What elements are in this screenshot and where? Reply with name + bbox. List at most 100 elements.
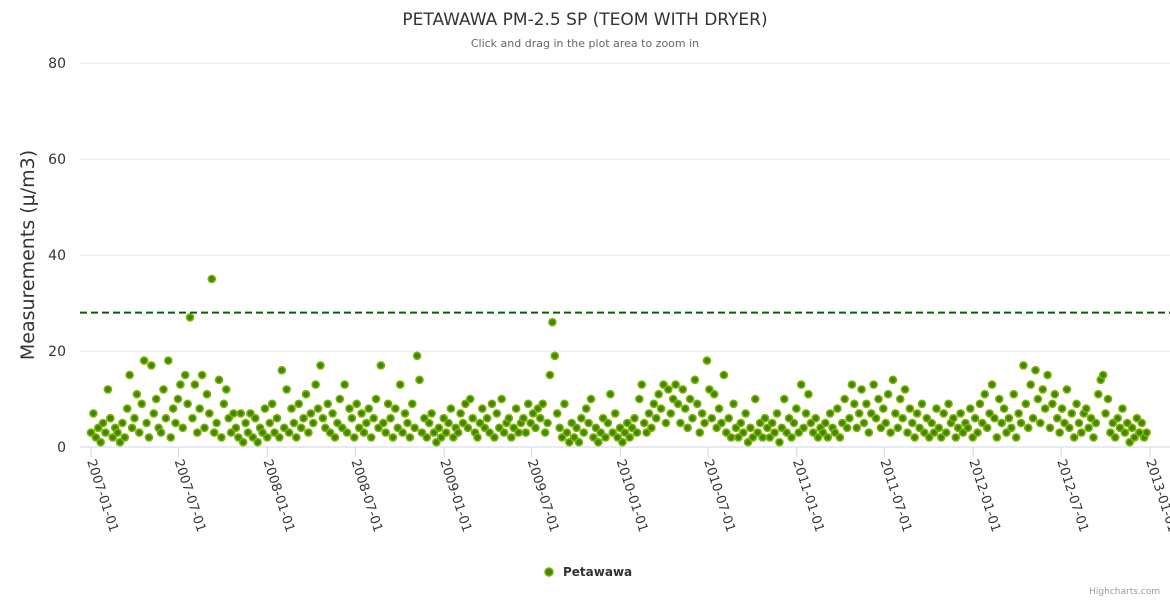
data-point[interactable] <box>234 433 243 442</box>
data-point[interactable] <box>707 413 717 423</box>
data-point[interactable] <box>1043 370 1052 380</box>
data-point[interactable] <box>632 428 642 437</box>
data-point[interactable] <box>1065 423 1074 433</box>
data-point[interactable] <box>620 428 630 437</box>
data-point[interactable] <box>656 404 666 413</box>
data-point[interactable] <box>586 394 596 404</box>
data-point[interactable] <box>618 437 627 447</box>
data-point[interactable] <box>446 404 456 413</box>
data-point[interactable] <box>741 409 750 418</box>
data-point[interactable] <box>1062 385 1072 394</box>
data-point[interactable] <box>362 418 371 428</box>
data-point[interactable] <box>1118 404 1127 413</box>
data-point[interactable] <box>494 423 504 433</box>
data-point[interactable] <box>258 428 267 437</box>
data-point[interactable] <box>125 370 134 380</box>
data-point[interactable] <box>808 428 818 437</box>
data-point[interactable] <box>956 409 965 418</box>
data-point[interactable] <box>118 418 127 428</box>
data-point[interactable] <box>139 356 149 365</box>
data-point[interactable] <box>188 413 197 423</box>
data-point[interactable] <box>1127 423 1137 433</box>
data-point[interactable] <box>900 385 910 394</box>
data-point[interactable] <box>130 413 139 423</box>
data-point[interactable] <box>557 433 567 442</box>
data-point[interactable] <box>651 413 661 423</box>
data-point[interactable] <box>794 428 804 437</box>
data-point[interactable] <box>96 437 105 447</box>
data-point[interactable] <box>973 428 982 437</box>
data-point[interactable] <box>1038 385 1048 394</box>
data-point[interactable] <box>606 389 615 399</box>
data-point[interactable] <box>847 380 857 389</box>
data-point[interactable] <box>833 404 842 413</box>
data-point[interactable] <box>1007 423 1016 433</box>
data-point[interactable] <box>306 409 316 418</box>
data-point[interactable] <box>944 399 953 409</box>
data-point[interactable] <box>712 423 721 433</box>
data-point[interactable] <box>871 413 881 423</box>
data-point[interactable] <box>927 418 936 428</box>
data-point[interactable] <box>787 433 796 442</box>
data-point[interactable] <box>949 413 958 423</box>
data-point[interactable] <box>574 437 584 447</box>
data-point[interactable] <box>1045 423 1055 433</box>
data-point[interactable] <box>789 418 799 428</box>
data-point[interactable] <box>1031 365 1040 375</box>
data-point[interactable] <box>432 437 441 447</box>
data-point[interactable] <box>893 423 903 433</box>
data-point[interactable] <box>132 389 142 399</box>
data-point[interactable] <box>649 399 659 409</box>
data-point[interactable] <box>108 433 118 442</box>
data-point[interactable] <box>671 380 680 389</box>
data-point[interactable] <box>159 385 168 394</box>
data-point[interactable] <box>920 428 929 437</box>
data-point[interactable] <box>837 418 847 428</box>
data-point[interactable] <box>296 423 306 433</box>
data-point[interactable] <box>717 418 726 428</box>
data-point[interactable] <box>224 413 233 423</box>
data-point[interactable] <box>347 413 357 423</box>
data-point[interactable] <box>260 404 270 413</box>
data-point[interactable] <box>922 413 932 423</box>
data-point[interactable] <box>328 409 337 418</box>
data-point[interactable] <box>552 409 562 418</box>
data-point[interactable] <box>98 418 108 428</box>
data-point[interactable] <box>243 428 253 437</box>
data-point[interactable] <box>323 399 333 409</box>
data-point[interactable] <box>412 351 422 361</box>
data-point[interactable] <box>572 423 581 433</box>
data-point[interactable] <box>217 433 226 442</box>
data-point[interactable] <box>407 399 417 409</box>
data-point[interactable] <box>289 418 299 428</box>
scatter-points[interactable] <box>86 274 1151 447</box>
data-point[interactable] <box>642 428 651 437</box>
data-point[interactable] <box>345 404 354 413</box>
data-point[interactable] <box>93 423 103 433</box>
data-point[interactable] <box>613 433 622 442</box>
data-point[interactable] <box>1077 428 1086 437</box>
data-point[interactable] <box>777 423 787 433</box>
data-point[interactable] <box>533 404 543 413</box>
data-point[interactable] <box>700 418 709 428</box>
data-point[interactable] <box>275 433 284 442</box>
data-point[interactable] <box>422 433 432 442</box>
data-point[interactable] <box>236 409 246 418</box>
data-point[interactable] <box>697 409 707 418</box>
data-point[interactable] <box>934 423 944 433</box>
data-point[interactable] <box>1069 433 1079 442</box>
data-point[interactable] <box>173 394 183 404</box>
data-point[interactable] <box>480 423 490 433</box>
data-point[interactable] <box>1074 418 1084 428</box>
data-point[interactable] <box>668 394 678 404</box>
data-point[interactable] <box>528 409 538 418</box>
data-point[interactable] <box>272 413 282 423</box>
data-point[interactable] <box>292 433 301 442</box>
data-point[interactable] <box>395 380 405 389</box>
data-point[interactable] <box>1084 423 1093 433</box>
data-point[interactable] <box>659 380 668 389</box>
data-point[interactable] <box>779 394 789 404</box>
data-point[interactable] <box>635 394 644 404</box>
data-point[interactable] <box>304 428 313 437</box>
data-point[interactable] <box>639 418 649 428</box>
